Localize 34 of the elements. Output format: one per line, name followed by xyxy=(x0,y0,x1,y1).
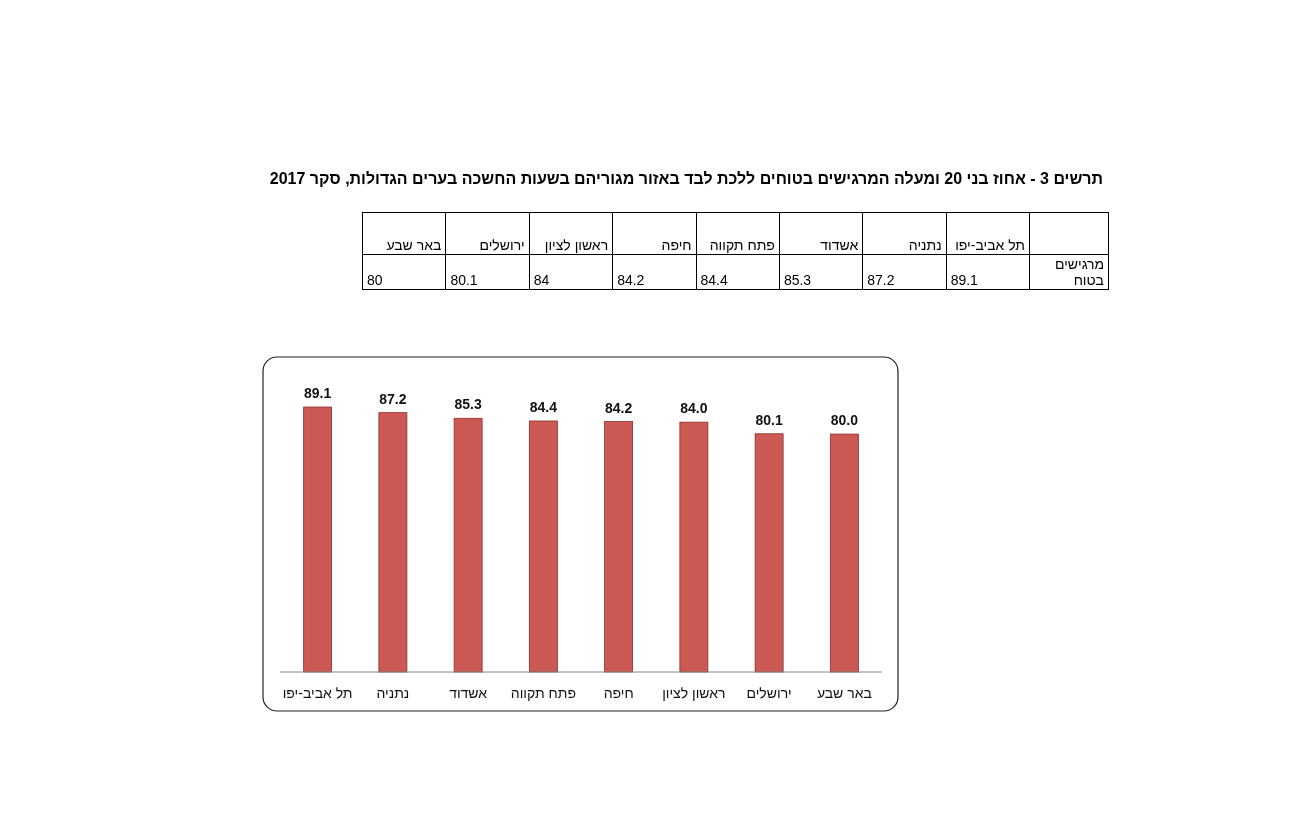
title: תרשים 3 - אחוז בני 20 ומעלה המרגישים בטוחים ללכת לבד באזור מגוריהם בשעות החשכה בערים הגדולות, סקר 2017 xyxy=(268,170,1103,188)
category-label: אשדוד xyxy=(820,237,859,253)
table-value: 84.4 xyxy=(696,254,780,290)
table-value: 89.1 xyxy=(946,254,1030,290)
category-label: חיפה xyxy=(603,685,634,701)
category-label: נתניה xyxy=(908,237,942,253)
category-label: פתח תקווה xyxy=(510,685,576,701)
category-label: באר שבע xyxy=(386,237,442,253)
category-label: פתח תקווה xyxy=(709,237,775,253)
data-label: 84.0 xyxy=(680,400,708,417)
data-label: 80.1 xyxy=(755,411,783,428)
data-label: 80.0 xyxy=(830,412,858,429)
category-label: ראשון לציון xyxy=(662,685,726,701)
category-label: ראשון לציון xyxy=(544,237,609,253)
table-value: 85.3 xyxy=(779,254,863,290)
category-label: תל אביב-יפו xyxy=(955,237,1025,253)
table-value: 80 xyxy=(362,254,446,290)
table-value: 80.1 xyxy=(445,254,530,290)
category-label: נתניה xyxy=(376,685,410,701)
data-label: 84.4 xyxy=(529,399,557,415)
table-value: 87.2 xyxy=(862,254,947,290)
data-label: 87.2 xyxy=(379,390,407,407)
category-label: חיפה xyxy=(661,237,692,253)
row-header: מרגישים בטוח xyxy=(1029,254,1109,290)
table-value: 84.2 xyxy=(612,254,696,290)
table-value: 84 xyxy=(529,254,613,290)
category-label: אשדוד xyxy=(449,685,488,701)
category-label: באר שבע xyxy=(816,685,872,701)
category-label: תל אביב-יפו xyxy=(282,685,353,701)
category-label: ירושלים xyxy=(479,237,525,253)
data-label: 84.2 xyxy=(605,399,633,416)
data-label: 85.3 xyxy=(454,396,482,413)
category-label: ירושלים xyxy=(746,685,792,701)
data-label: 89.1 xyxy=(304,385,332,401)
